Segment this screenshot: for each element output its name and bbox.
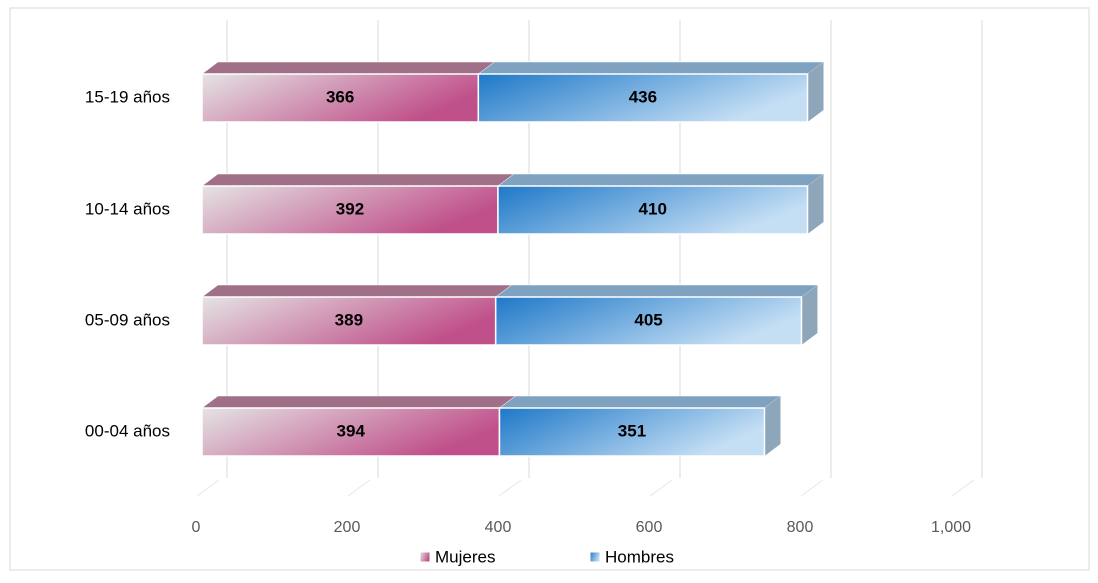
grid-floor xyxy=(347,479,371,497)
bar xyxy=(497,185,809,235)
grid-floor xyxy=(800,479,824,497)
y-tick-label: 00-04 años xyxy=(85,421,170,440)
data-label: 410 xyxy=(639,199,667,218)
bar-side xyxy=(807,174,824,234)
data-label: 405 xyxy=(634,310,662,329)
x-tick-label: 200 xyxy=(334,519,361,536)
legend-swatch xyxy=(589,551,601,563)
data-label: 366 xyxy=(326,87,354,106)
data-label: 351 xyxy=(618,421,646,440)
bar xyxy=(477,73,809,123)
bar-side xyxy=(807,62,824,122)
y-tick-label: 15-19 años xyxy=(85,87,170,106)
bar xyxy=(201,296,497,346)
bar xyxy=(201,185,499,235)
bar-top xyxy=(498,395,782,409)
data-label: 392 xyxy=(336,199,364,218)
grid-floor xyxy=(498,479,522,497)
x-tick-label: 400 xyxy=(485,519,512,536)
legend-label: Hombres xyxy=(605,547,674,566)
bar-top xyxy=(477,61,825,75)
bar-top xyxy=(201,284,513,298)
bar-top xyxy=(201,173,515,187)
x-tick-label: 0 xyxy=(192,519,201,536)
grid-floor xyxy=(196,479,220,497)
y-tick-label: 10-14 años xyxy=(85,199,170,218)
bar-top xyxy=(494,284,819,298)
legend-swatch xyxy=(419,551,431,563)
data-label: 389 xyxy=(335,310,363,329)
bar-top xyxy=(497,173,825,187)
bar xyxy=(494,296,803,346)
legend-label: Mujeres xyxy=(435,547,495,566)
grid-floor xyxy=(649,479,673,497)
bar-side xyxy=(801,285,818,345)
bar-top xyxy=(201,61,496,75)
bar xyxy=(498,407,766,457)
data-label: 436 xyxy=(629,87,657,106)
data-label: 394 xyxy=(337,421,366,440)
x-tick-label: 800 xyxy=(787,519,814,536)
x-tick-label: 1,000 xyxy=(931,519,971,536)
bar-top xyxy=(201,395,517,409)
bar-side xyxy=(764,396,781,456)
grid-floor xyxy=(951,479,975,497)
y-tick-label: 05-09 años xyxy=(85,310,170,329)
bar xyxy=(201,73,480,123)
bar xyxy=(201,407,501,457)
x-tick-label: 600 xyxy=(636,519,663,536)
